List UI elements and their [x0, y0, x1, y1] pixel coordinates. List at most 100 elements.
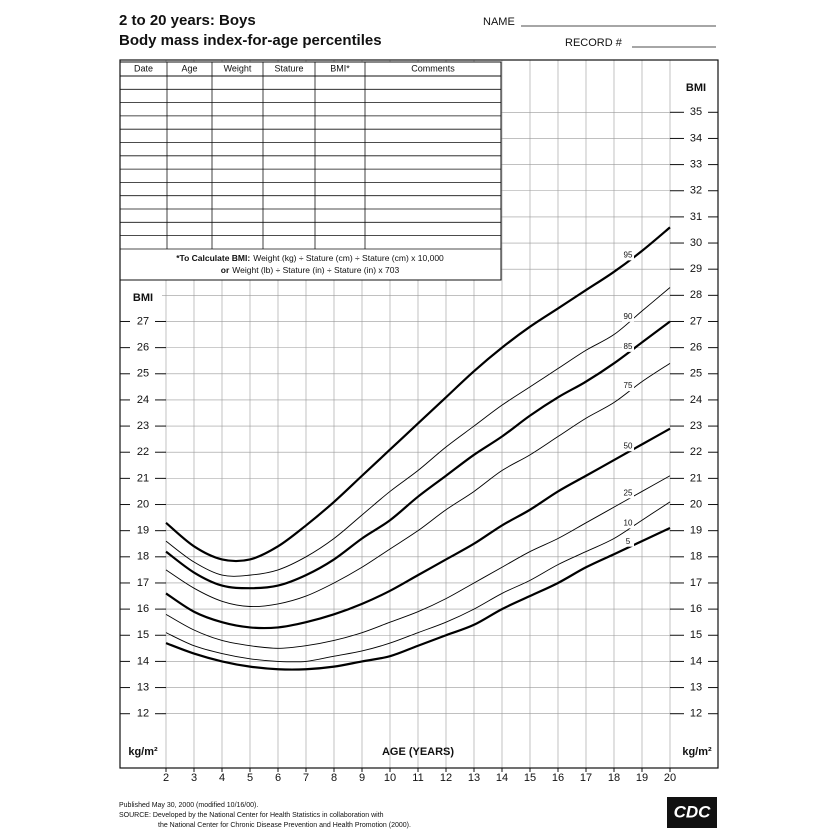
y-tick-label: 17 — [137, 577, 149, 589]
x-tick-label: 19 — [636, 772, 648, 784]
y-axis-label-left: BMI — [133, 292, 153, 304]
chart-title: 2 to 20 years: Boys — [119, 12, 256, 29]
curve-label-bg — [622, 381, 634, 392]
table-note-part: *To Calculate BMI: — [176, 253, 250, 263]
x-tick-label: 8 — [331, 772, 337, 784]
y2-tick-label: 20 — [690, 498, 702, 510]
curve-label: 50 — [624, 441, 633, 450]
table-note-part: Weight (lb) ÷ Stature (in) ÷ Stature (in… — [232, 265, 399, 275]
y-unit-right: kg/m² — [682, 746, 712, 758]
percentile-curve — [165, 475, 671, 649]
y2-tick-label: 30 — [690, 237, 702, 249]
y-tick-label: 24 — [137, 394, 149, 406]
footer-line: the National Center for Chronic Disease … — [158, 822, 411, 829]
x-tick-label: 16 — [552, 772, 564, 784]
y2-tick-label: 17 — [690, 577, 702, 589]
y-tick-label: 19 — [137, 525, 149, 537]
y-tick-label: 15 — [137, 629, 149, 641]
y2-tick-label: 12 — [690, 708, 702, 720]
y-tick-label: 25 — [137, 368, 149, 380]
percentile-curve — [165, 287, 671, 577]
x-tick-label: 7 — [303, 772, 309, 784]
y-tick-label: 16 — [137, 603, 149, 615]
table-column-header: Age — [181, 63, 197, 73]
table-note: or Weight (lb) ÷ Stature (in) ÷ Stature (… — [221, 265, 400, 275]
chart-subtitle: Body mass index-for-age percentiles — [119, 32, 382, 49]
record-table — [119, 61, 502, 281]
y2-tick-label: 24 — [690, 394, 702, 406]
curve-label-bg — [622, 311, 634, 322]
x-tick-label: 3 — [191, 772, 197, 784]
percentile-curve — [165, 320, 671, 590]
curve-label: 85 — [624, 342, 633, 351]
y-tick-label: 18 — [137, 551, 149, 563]
x-tick-label: 15 — [524, 772, 536, 784]
text-layer: 2 to 20 years: Boys Body mass index-for-… — [119, 12, 717, 829]
table-column-header: BMI* — [330, 63, 350, 73]
y-tick-label: 22 — [137, 446, 149, 458]
y2-tick-label: 13 — [690, 681, 702, 693]
y-tick-label: 12 — [137, 708, 149, 720]
y2-tick-label: 33 — [690, 158, 702, 170]
y2-tick-label: 23 — [690, 420, 702, 432]
x-tick-label: 14 — [496, 772, 508, 784]
y2-tick-label: 25 — [690, 368, 702, 380]
curve-label: 95 — [624, 250, 633, 259]
y2-tick-label: 22 — [690, 446, 702, 458]
logo-box — [667, 797, 717, 828]
name-label: NAME — [483, 16, 515, 28]
y-tick-label: 13 — [137, 681, 149, 693]
y2-tick-label: 27 — [690, 315, 702, 327]
percentile-curve — [165, 427, 671, 630]
x-tick-label: 4 — [219, 772, 225, 784]
table-note: *To Calculate BMI: Weight (kg) ÷ Stature … — [176, 253, 444, 263]
y-tick-label: 23 — [137, 420, 149, 432]
percentile-curve — [165, 501, 671, 663]
curve-label-bg — [622, 536, 634, 547]
curve-label-bg — [622, 250, 634, 261]
x-tick-label: 20 — [664, 772, 676, 784]
y-unit-left: kg/m² — [128, 746, 158, 758]
x-tick-label: 6 — [275, 772, 281, 784]
x-tick-label: 5 — [247, 772, 253, 784]
y2-tick-label: 29 — [690, 263, 702, 275]
percentile-curve — [165, 527, 671, 671]
curve-layer: 95 90 85 75 50 25 10 5 — [165, 226, 671, 671]
x-tick-label: 11 — [412, 772, 423, 784]
footer-line: Published May 30, 2000 (modified 10/16/0… — [119, 802, 258, 809]
table-column-header: Weight — [224, 63, 252, 73]
y2-tick-label: 28 — [690, 289, 702, 301]
x-tick-label: 12 — [440, 772, 452, 784]
y-tick-label: 20 — [137, 498, 149, 510]
curve-label-bg — [622, 441, 634, 452]
record-label: RECORD # — [565, 37, 623, 49]
curve-label-bg — [622, 341, 634, 352]
x-tick-label: 2 — [163, 772, 169, 784]
table-note-part: or — [221, 265, 230, 275]
y2-tick-label: 16 — [690, 603, 702, 615]
table-column-header: Stature — [274, 63, 303, 73]
y2-tick-label: 18 — [690, 551, 702, 563]
percentile-curve — [165, 226, 671, 563]
overlay-layer: Date Age Weight Stature BMI* Comments *To Calc… — [119, 61, 502, 281]
table-column-header: Date — [134, 63, 153, 73]
y-tick-label: 21 — [137, 472, 149, 484]
curve-label-bg — [622, 488, 634, 499]
y-tick-label: 14 — [137, 655, 149, 667]
table-column-header: Comments — [411, 63, 455, 73]
y-axis-label-right: BMI — [686, 82, 706, 94]
chart-frame — [119, 59, 719, 769]
x-tick-label: 13 — [468, 772, 480, 784]
x-tick-label: 18 — [608, 772, 620, 784]
logo: CDC — [674, 802, 712, 821]
y2-tick-label: 21 — [690, 472, 702, 484]
y-tick-label: 26 — [137, 342, 149, 354]
curve-label: 10 — [624, 518, 633, 527]
y2-tick-label: 32 — [690, 185, 702, 197]
curve-label: 75 — [624, 381, 633, 390]
y-tick-label: 27 — [137, 315, 149, 327]
curve-label-bg — [622, 518, 634, 529]
percentile-curve — [165, 362, 671, 608]
y2-tick-label: 31 — [690, 211, 702, 223]
